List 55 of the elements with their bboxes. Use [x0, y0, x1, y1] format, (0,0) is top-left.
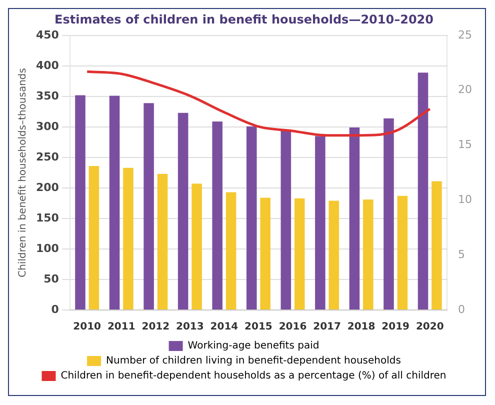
- bar: [280, 129, 292, 310]
- bar: [226, 192, 236, 310]
- y-tick-label: 200: [36, 180, 60, 194]
- bar: [192, 184, 202, 310]
- bar: [75, 95, 86, 310]
- bar: [123, 168, 134, 310]
- legend-label: Children in benefit-dependent households as a percentage (%) of all children: [60, 370, 446, 382]
- x-tick-label: 2011: [107, 322, 136, 333]
- x-tick-label: 2012: [142, 322, 170, 333]
- line-series: [86, 70, 432, 137]
- bar: [246, 126, 257, 310]
- y-tick-label: 50: [44, 272, 60, 286]
- y-tick-label: 250: [36, 150, 60, 164]
- y2-tick-label: 0: [458, 302, 466, 316]
- y2-tick-label: 15: [458, 138, 472, 152]
- y-tick-label: 350: [36, 89, 60, 102]
- x-tick-label: 2010: [73, 322, 102, 333]
- x-tick-label: 2017: [313, 322, 341, 333]
- x-tick-label: 2016: [278, 322, 307, 333]
- bar: [384, 118, 394, 310]
- bar: [109, 96, 120, 310]
- y-tick-label: 450: [36, 28, 60, 42]
- bar: [260, 198, 270, 310]
- bar: [88, 166, 100, 310]
- x-tick-label: 2019: [382, 322, 410, 333]
- bar: [315, 136, 326, 310]
- bar: [294, 198, 305, 310]
- y2-tick-label: 10: [458, 193, 472, 206]
- y-tick-label: 400: [36, 58, 60, 72]
- x-tick-label: 2013: [176, 322, 204, 333]
- legend-label: Number of children living in benefit-dependent households: [106, 356, 401, 367]
- bar: [397, 196, 408, 310]
- y-tick-label: 300: [36, 120, 60, 133]
- y-tick-label: 0: [51, 302, 60, 316]
- bar: [349, 128, 360, 310]
- x-tick-label: 2020: [416, 322, 444, 333]
- bar: [328, 200, 340, 310]
- y-tick-label: 100: [36, 242, 60, 255]
- y2-tick-label: 5: [458, 248, 466, 261]
- x-tick-label: 2018: [347, 322, 376, 333]
- bar: [363, 200, 374, 310]
- x-tick-label: 2015: [244, 322, 272, 333]
- legend-label: Working-age benefits paid: [188, 340, 320, 352]
- y-tick-label: 150: [36, 211, 60, 224]
- bar: [157, 174, 168, 310]
- bar: [418, 72, 428, 310]
- bar: [144, 103, 154, 310]
- bar: [178, 112, 188, 310]
- bar: [432, 181, 442, 310]
- bar: [212, 121, 222, 310]
- chart-title: Estimates of children in benefit households—2010–2020: [54, 12, 434, 26]
- y2-tick-label: 25: [458, 28, 472, 42]
- y2-tick-label: 20: [458, 83, 472, 96]
- x-tick-label: 2014: [210, 322, 238, 333]
- y-axis-title: Children in benefit households–thousands: [18, 68, 29, 278]
